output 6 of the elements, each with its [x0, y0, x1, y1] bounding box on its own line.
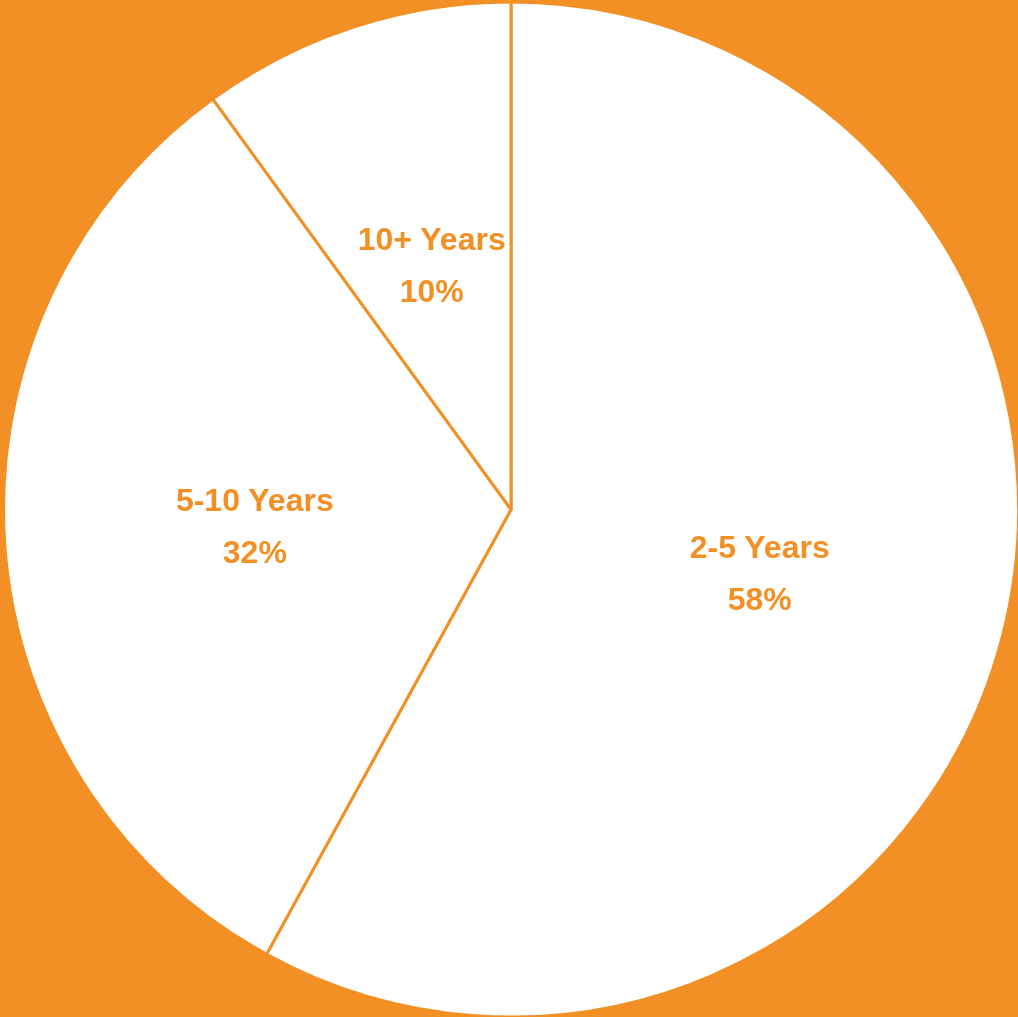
- slice-label: 2-5 Years: [689, 529, 830, 566]
- data-label: 58%: [727, 581, 792, 618]
- slice-label: 5-10 Years: [175, 481, 334, 518]
- data-label: 32%: [222, 533, 287, 570]
- slice-label: 10+ Years: [357, 221, 506, 258]
- data-label: 10%: [399, 273, 464, 310]
